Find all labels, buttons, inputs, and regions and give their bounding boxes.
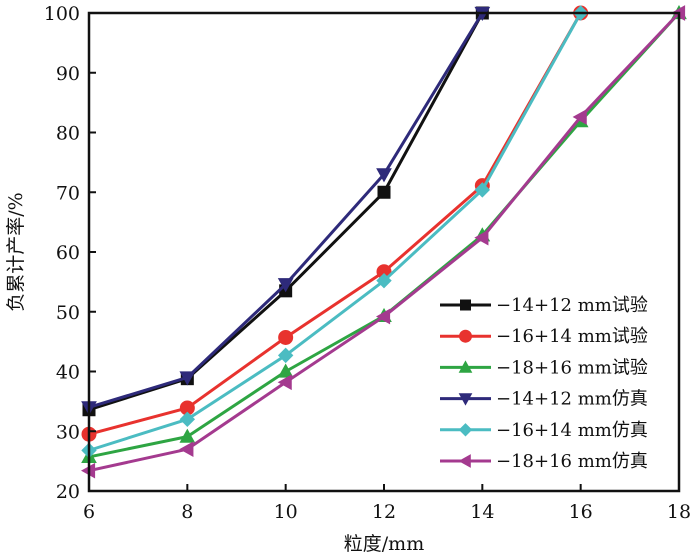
x-tick-label: 16 <box>569 501 593 523</box>
x-axis-title: 粒度/mm <box>344 533 424 555</box>
data-point <box>375 308 391 325</box>
data-point <box>376 272 392 289</box>
legend: −14+12 mm试验 −16+14 mm试验 −18+16 mm试验 −14+12 … <box>440 295 648 472</box>
data-point <box>377 185 391 199</box>
x-tick-label: 6 <box>83 501 95 523</box>
data-point <box>277 278 294 293</box>
y-tick-label: 70 <box>56 182 80 204</box>
legend-label: −16+14 mm试验 <box>496 326 648 347</box>
legend-label: −14+12 mm仿真 <box>496 389 648 410</box>
data-point <box>277 363 294 378</box>
series-5 <box>81 5 589 459</box>
legend-marker <box>458 360 473 373</box>
x-tick-label: 10 <box>274 501 298 523</box>
legend-marker <box>460 299 471 311</box>
legend-item: −14+12 mm仿真 <box>440 389 648 410</box>
y-tick-label: 60 <box>56 242 80 264</box>
data-point <box>277 374 292 391</box>
y-tick-label: 50 <box>56 302 80 324</box>
y-tick-label: 100 <box>44 3 80 25</box>
data-point <box>572 109 587 125</box>
data-point <box>179 371 196 386</box>
legend-item: −16+14 mm试验 <box>440 326 648 347</box>
legend-item: −16+14 mm仿真 <box>440 420 648 441</box>
data-point <box>277 347 294 364</box>
data-point <box>376 168 392 183</box>
legend-label: −16+14 mm仿真 <box>496 420 648 441</box>
series-layer <box>80 4 687 479</box>
legend-marker <box>458 393 473 406</box>
data-point <box>278 329 294 345</box>
y-tick-label: 90 <box>56 63 80 85</box>
legend-item: −14+12 mm试验 <box>440 295 648 316</box>
legend-item: −18+16 mm试验 <box>440 357 648 378</box>
x-tick-label: 8 <box>181 501 193 523</box>
data-point <box>474 182 491 198</box>
data-point <box>179 428 196 443</box>
legend-marker <box>458 423 473 437</box>
series-line <box>88 12 582 452</box>
data-point <box>179 411 196 428</box>
series-line <box>88 12 582 436</box>
legend-label: −18+16 mm试验 <box>496 357 648 378</box>
x-tick-label: 14 <box>470 501 494 523</box>
legend-label: −14+12 mm试验 <box>496 295 648 316</box>
y-tick-label: 20 <box>56 481 80 503</box>
y-tick-label: 80 <box>56 123 80 145</box>
legend-label: −18+16 mm仿真 <box>496 451 648 472</box>
y-tick-label: 30 <box>56 421 80 443</box>
data-point <box>474 229 489 246</box>
legend-marker <box>459 329 472 343</box>
ticks-layer: 6 8 10 12 14 16 18 20 30 40 50 60 70 80 90 100 <box>44 3 691 523</box>
y-axis-title: 负累计产率/% <box>5 192 27 311</box>
y-tick-label: 40 <box>56 362 80 384</box>
x-tick-label: 12 <box>372 501 396 523</box>
legend-item: −18+16 mm仿真 <box>440 451 648 472</box>
data-point <box>179 441 194 458</box>
legend-marker <box>458 454 471 468</box>
x-tick-label: 18 <box>667 501 691 523</box>
